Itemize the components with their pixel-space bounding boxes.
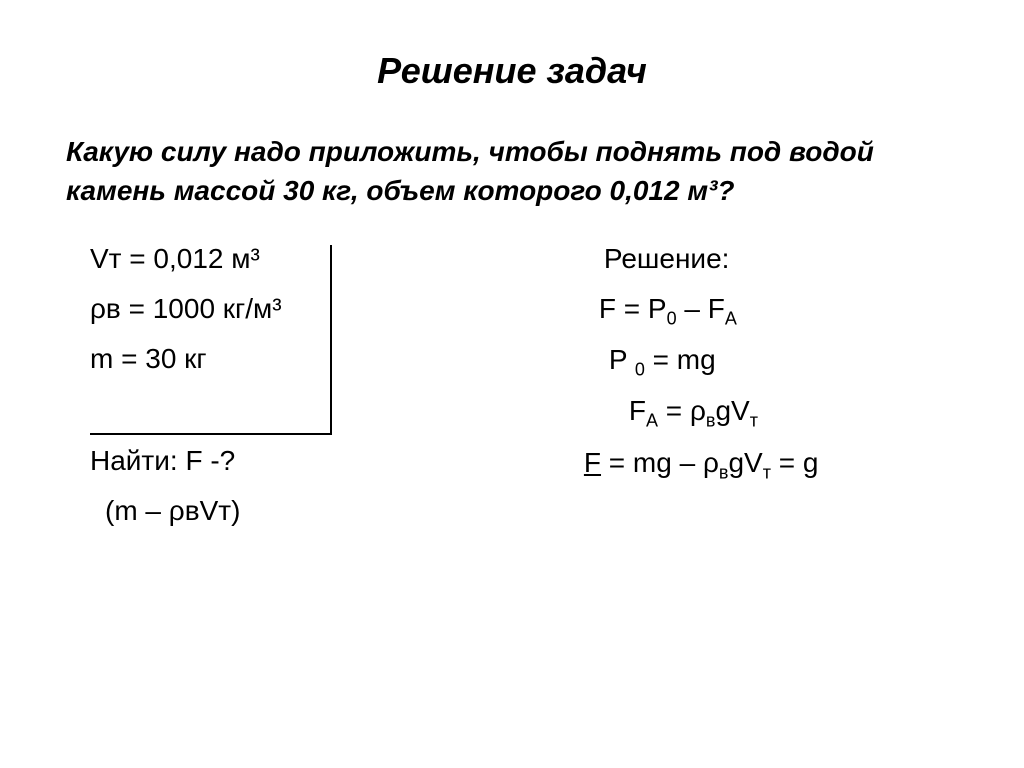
f1-part1: F = P [599, 293, 667, 324]
f3-part3: gV [715, 395, 749, 426]
f4-sub2: т [763, 462, 771, 482]
f4-part2: gV [728, 447, 762, 478]
solution-header: Решение: [514, 235, 964, 283]
solution-formula-1: F = P0 – FА [514, 285, 964, 334]
given-section: Vт = 0,012 м³ ρв = 1000 кг/м³ m = 30 кг … [60, 235, 494, 536]
f3-sub1: А [646, 411, 658, 431]
find-continuation: (m – ρвVт) [90, 487, 494, 535]
given-volume: Vт = 0,012 м³ [90, 235, 494, 283]
volume-value: 0,012 м³ [153, 243, 259, 274]
solution-formula-3: FА = ρвgVт [514, 387, 964, 436]
f1-part2: – F [677, 293, 725, 324]
f1-sub2: А [725, 309, 737, 329]
given-mass: m = 30 кг [90, 335, 494, 383]
f4-part1: = mg – ρ [601, 447, 719, 478]
vertical-divider [330, 245, 332, 435]
f2-part2: = mg [645, 344, 716, 375]
f4-end: g [803, 447, 819, 478]
f3-sub3: т [750, 411, 758, 431]
slide-title: Решение задач [60, 50, 964, 92]
f4-prefix: F [584, 447, 601, 478]
mass-label: m [90, 343, 113, 374]
find-line: Найти: F -? [90, 437, 494, 485]
f3-part1: F [629, 395, 646, 426]
f3-part2: = ρ [658, 395, 706, 426]
f3-sub2: в [706, 411, 716, 431]
f1-sub1: 0 [667, 309, 677, 329]
volume-label: Vт [90, 243, 122, 274]
problem-statement: Какую силу надо приложить, чтобы поднять… [60, 132, 964, 210]
find-label: Найти: F -? [90, 445, 235, 476]
solution-formula-4: F = mg – ρвgVт = g [514, 439, 964, 488]
given-density: ρв = 1000 кг/м³ [90, 285, 494, 333]
solution-section: Решение: F = P0 – FА P 0 = mg FА = ρвgVт… [494, 235, 964, 536]
density-label: ρв [90, 293, 121, 324]
f2-part1: P [609, 344, 635, 375]
f2-sub: 0 [635, 360, 645, 380]
horizontal-divider [90, 433, 330, 435]
f4-part3: = [771, 447, 803, 478]
solution-formula-2: P 0 = mg [514, 336, 964, 385]
content-area: Vт = 0,012 м³ ρв = 1000 кг/м³ m = 30 кг … [60, 235, 964, 536]
density-value: 1000 кг/м³ [153, 293, 282, 324]
mass-value: 30 кг [145, 343, 206, 374]
